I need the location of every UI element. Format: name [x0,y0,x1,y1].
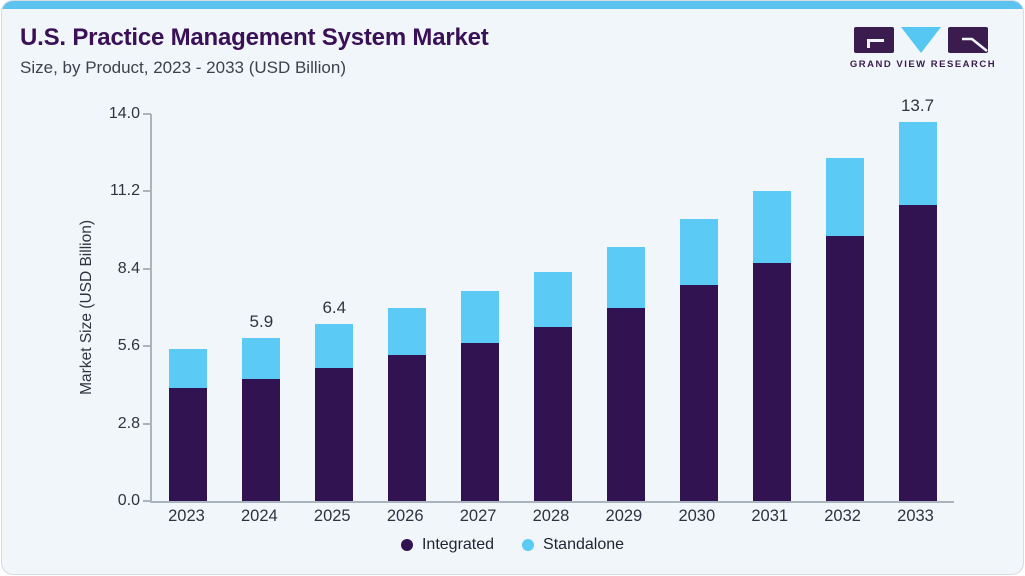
bar-segment-standalone [388,307,427,355]
bar-value-label: 5.9 [249,311,274,331]
bar-value-label: 13.7 [900,96,935,116]
y-axis-tick-mark [143,422,151,425]
bar-column-2029 [606,114,645,501]
bar-segment-integrated [533,326,572,501]
bar-column-2033: 13.7 [898,96,937,501]
bar-segment-standalone [825,158,864,236]
bar-segment-standalone [606,246,645,308]
bar-segment-standalone [533,271,572,327]
x-axis-label: 2025 [313,507,351,525]
bar-segment-integrated [679,285,718,501]
bar-segment-standalone [898,122,937,206]
bar-value-label: 6.4 [322,298,347,318]
y-axis-tick-mark [143,345,151,348]
plot-area: Market Size (USD Billion) 0.0 2.8 5.6 8.4 11… [78,96,954,509]
y-axis-tick-label: 5.6 [117,337,140,355]
bar-segment-integrated [898,205,937,501]
bar-column-2026 [388,114,427,501]
bar-segment-integrated [752,263,791,501]
y-axis-tick-mark [143,113,151,115]
x-axis-label: 2031 [751,507,789,525]
bar-column-2023 [169,114,208,501]
bar-column-2027 [461,114,500,501]
bar-segment-standalone [169,348,208,388]
chart-subtitle: Size, by Product, 2023 - 2033 (USD Billi… [20,58,346,77]
legend-swatch [400,539,413,551]
x-axis-label: 2024 [241,507,278,525]
y-axis-tick-mark [143,190,151,193]
bar-segment-standalone [752,191,791,264]
x-axis-label: 2027 [459,507,497,525]
y-axis-title: Market Size (USD Billion) [78,220,95,395]
x-axis-label: 2029 [605,507,643,525]
gvr-logo-icon [843,27,1003,53]
x-axis-labels: 2023 2024 2025 2026 2027 2028 2029 2030 2031 2032… [150,507,952,526]
chart-header: U.S. Practice Management System Market S… [20,24,489,78]
legend-swatch [522,539,535,551]
bar-segment-standalone [461,290,500,344]
bar-column-2024: 5.9 [242,114,281,501]
y-axis-tick-label: 14.0 [108,105,140,122]
bar-column-2030 [679,114,718,501]
x-axis-label: 2033 [897,507,934,525]
y-axis-tick-label: 0.0 [117,492,140,509]
bar-segment-standalone [242,337,281,380]
x-axis-label: 2032 [824,507,861,525]
bar-segment-integrated [388,354,427,501]
bar-segment-integrated [825,235,864,501]
y-axis-tick-label: 11.2 [110,182,140,200]
x-axis-label: 2026 [386,507,424,525]
y-axis-tick-label: 8.4 [117,259,140,277]
legend: Integrated Standalone [2,536,1023,554]
bar-column-2028 [533,114,572,501]
brand-name: GRAND VIEW RESEARCH [849,59,997,70]
legend-item-standalone: Standalone [522,536,624,554]
y-axis-tick-mark [143,267,151,270]
x-axis-label: 2028 [532,507,570,525]
bar-segment-integrated [606,307,645,501]
x-axis-label: 2023 [168,507,205,525]
legend-label: Integrated [421,536,495,553]
chart-title: U.S. Practice Management System Market [20,24,489,51]
x-axis-label: 2030 [678,507,716,525]
legend-item-integrated: Integrated [400,536,495,554]
y-axis-tick-label: 2.8 [117,414,140,432]
bar-segment-integrated [169,387,208,501]
bar-column-2032 [825,114,864,501]
bar-column-2031 [752,114,791,501]
bar-column-2025: 6.4 [315,114,354,501]
y-axis-tick-mark [143,500,151,502]
top-accent-bar [2,1,1023,9]
bar-segment-standalone [315,324,354,369]
bar-segment-standalone [679,219,718,286]
legend-label: Standalone [543,536,625,553]
bar-segment-integrated [315,368,354,501]
brand-logo: GRAND VIEW RESEARCH [843,27,1003,70]
bar-segment-integrated [242,379,281,501]
bars-layer: 5.9 6.4 13.7 [152,96,954,501]
bar-segment-integrated [461,343,500,501]
